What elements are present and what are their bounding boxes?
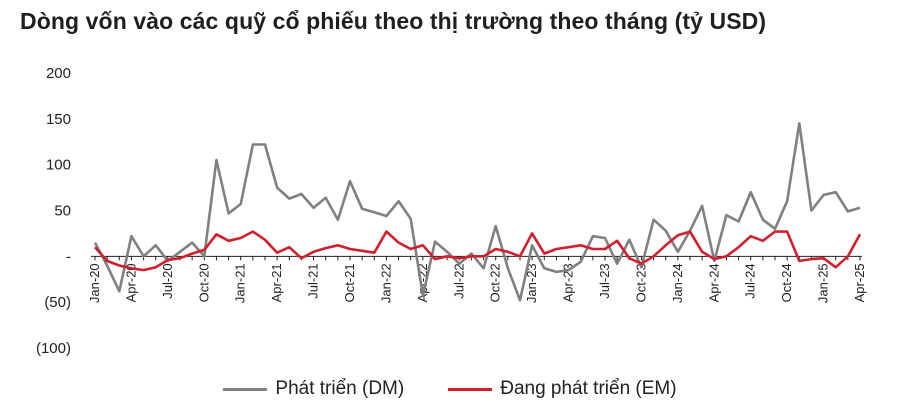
y-tick-label: (100) [36, 340, 71, 357]
x-tick-label: Jan-20 [87, 263, 102, 303]
y-tick-label: (50) [44, 294, 71, 311]
x-tick-label: Oct-23 [633, 263, 648, 302]
y-tick-label: 150 [46, 111, 71, 128]
series-lines [93, 122, 862, 302]
x-tick-label: Jan-24 [670, 263, 685, 303]
legend-label-dm: Phát triển (DM) [275, 378, 405, 399]
x-tick-label: Jan-21 [233, 263, 248, 303]
series-line-dm [93, 122, 861, 302]
legend-label-em: Đang phát triển (EM) [500, 378, 677, 399]
legend-item-dm: Phát triển (DM) [223, 378, 404, 400]
legend: Phát triển (DM) Đang phát triển (EM) [0, 372, 900, 406]
x-tick-label: Jul-22 [451, 263, 466, 298]
legend-swatch-dm [223, 387, 268, 391]
x-tick-label: Jul-24 [743, 263, 758, 298]
x-tick-label: Jan-23 [524, 263, 539, 303]
x-tick-label: Apr-23 [561, 263, 576, 302]
x-tick-label: Oct-21 [342, 263, 357, 302]
legend-swatch-em [448, 387, 493, 391]
chart-title: Dòng vốn vào các quỹ cổ phiếu theo thị t… [20, 8, 767, 34]
x-tick-label: Oct-20 [196, 263, 211, 302]
y-tick-label: 100 [46, 157, 71, 174]
y-axis: 200 150 100 50 - (50) (100) [36, 65, 71, 357]
x-tick-label: Jul-20 [160, 263, 175, 298]
x-tick-label: Apr-25 [852, 263, 867, 302]
x-tick-label: Jul-21 [306, 263, 321, 298]
y-tick-label: 50 [54, 203, 71, 220]
legend-item-em: Đang phát triển (EM) [448, 378, 677, 400]
x-tick-label: Jan-22 [378, 263, 393, 303]
y-tick-label: - [66, 248, 71, 265]
x-axis: Jan-20 Apr-20 Jul-20 Oct-20 Jan-21 Apr-21 Jul-… [87, 256, 867, 303]
x-tick-label: Jul-23 [597, 263, 612, 298]
x-tick-label: Apr-24 [706, 263, 721, 302]
x-tick-label: Jan-25 [816, 263, 831, 303]
x-tick-label: Oct-24 [779, 263, 794, 302]
x-tick-label: Apr-21 [269, 263, 284, 302]
y-tick-label: 200 [46, 65, 71, 82]
x-tick-label: Oct-22 [488, 263, 503, 302]
series-line-em [94, 230, 862, 272]
x-tick-label: Apr-20 [123, 263, 138, 302]
